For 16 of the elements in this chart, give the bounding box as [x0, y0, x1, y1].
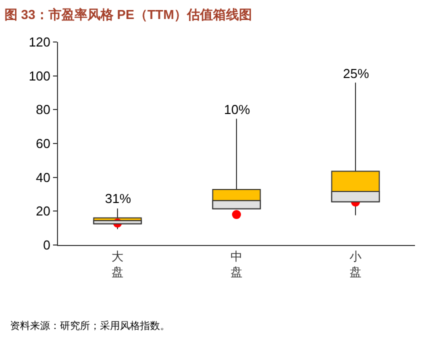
annotation: 31% — [105, 191, 132, 206]
point — [232, 210, 241, 220]
chart-title: 图 33：市盈率风格 PE（TTM）估值箱线图 — [4, 7, 252, 22]
text: 资料来源：研究所；采用风格指数。 — [10, 320, 170, 332]
y-tick-label: 40 — [36, 170, 50, 185]
y-tick-label: 80 — [36, 102, 50, 118]
x-tick-label: 大盘 — [112, 249, 124, 279]
y-tick-label: 20 — [36, 204, 50, 219]
y-tick-label: 0 — [43, 238, 50, 253]
y-tick-label: 100 — [28, 68, 50, 84]
x-tick-label: 中盘 — [230, 249, 242, 279]
x-tick-label: 小盘 — [350, 249, 362, 279]
y-tick-label: 60 — [36, 136, 50, 152]
y-tick-label: 120 — [28, 34, 50, 50]
annotation: 25% — [343, 66, 370, 81]
annotation: 10% — [224, 102, 250, 117]
